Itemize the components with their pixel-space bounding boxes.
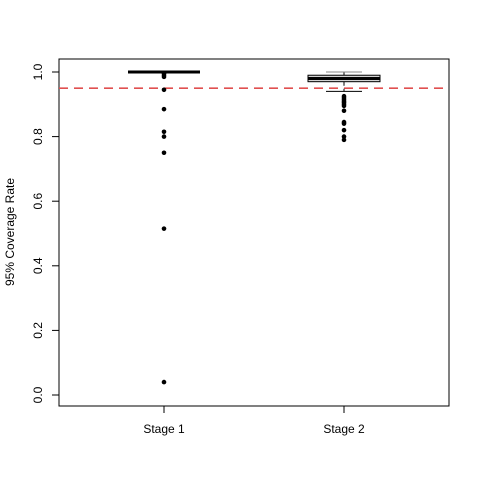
x-tick-label: Stage 1: [143, 422, 185, 436]
outlier-point: [161, 87, 167, 93]
outlier-point: [161, 226, 167, 231]
box-1: [128, 70, 200, 385]
plot-area: [59, 70, 449, 385]
plot-frame: [58, 58, 450, 407]
y-tick-label: 1.0: [31, 63, 45, 80]
box-2: [307, 71, 381, 143]
outlier-point: [341, 134, 347, 139]
outlier-point: [341, 127, 347, 133]
outlier-point: [341, 137, 347, 143]
y-tick-label: 0.2: [31, 322, 45, 339]
outlier-point: [341, 103, 347, 109]
y-tick-label: 0.0: [31, 386, 45, 403]
outlier-point: [161, 379, 167, 385]
outlier-point: [341, 121, 347, 126]
y-axis-label: 95% Coverage Rate: [3, 178, 17, 286]
x-tick-label: Stage 2: [323, 422, 365, 436]
x-axis: Stage 1 Stage 2: [143, 405, 365, 436]
y-axis: 0.0 0.2 0.4 0.6 0.8 1.0: [31, 63, 60, 403]
outlier-point: [161, 106, 167, 112]
outlier-point: [161, 129, 167, 135]
y-tick-label: 0.6: [31, 193, 45, 210]
y-tick-label: 0.4: [31, 257, 45, 274]
outlier-point: [341, 108, 347, 114]
outlier-point: [161, 150, 167, 156]
outlier-point: [161, 74, 167, 80]
y-tick-label: 0.8: [31, 128, 45, 145]
outlier-point: [161, 134, 167, 139]
